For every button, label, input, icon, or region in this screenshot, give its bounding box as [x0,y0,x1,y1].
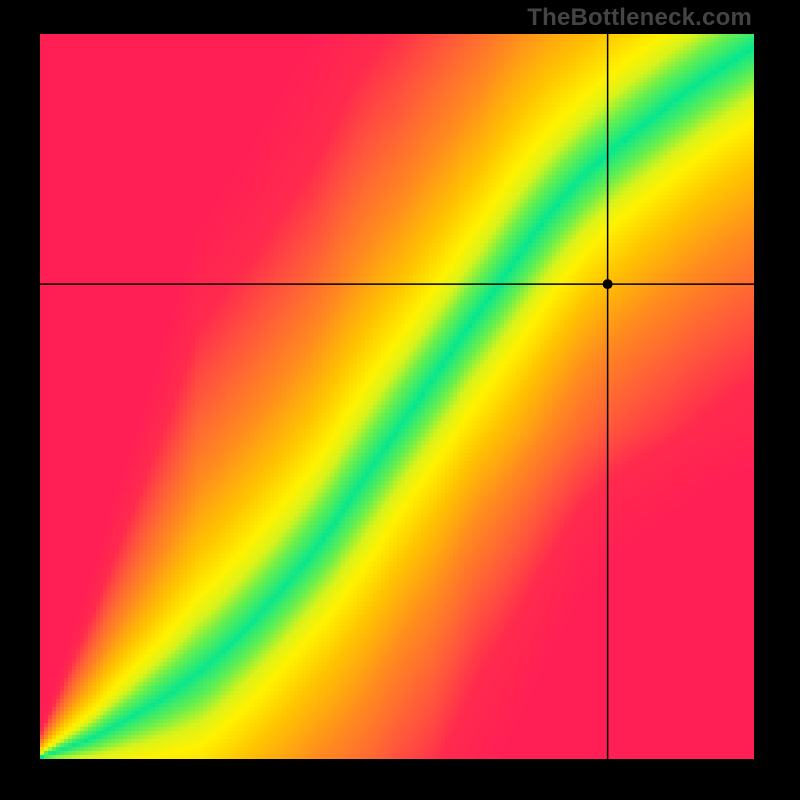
chart-container: TheBottleneck.com [0,0,800,800]
watermark-text: TheBottleneck.com [527,4,752,32]
crosshair-overlay [0,0,800,800]
crosshair-marker [603,279,613,289]
